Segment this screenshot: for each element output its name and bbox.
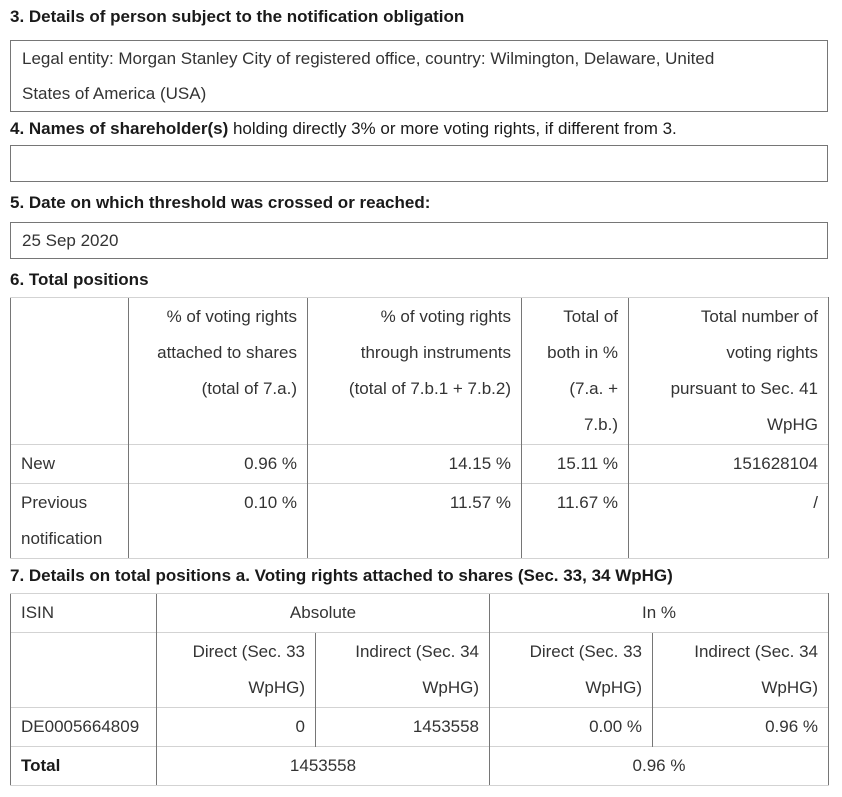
- col-header-voting-rights-shares: % of voting rights attached to shares (t…: [128, 297, 308, 445]
- table-row-total: Total 1453558 0.96 %: [10, 746, 830, 786]
- sub-header-indirect-absolute: Indirect (Sec. 34 WpHG): [314, 632, 490, 708]
- row-label-previous-notification: Previous notification: [10, 483, 129, 559]
- details-positions-table: ISIN Absolute In % Direct (Sec. 33 WpHG)…: [10, 593, 830, 786]
- section4-heading: 4. Names of shareholder(s) holding direc…: [10, 120, 828, 138]
- details-group-header-row: ISIN Absolute In %: [10, 593, 830, 633]
- corner-cell: [10, 297, 129, 445]
- table-row-new: New 0.96 % 14.15 % 15.11 % 151628104: [10, 444, 829, 484]
- section6-heading: 6. Total positions: [10, 270, 149, 289]
- row-label-total: Total: [10, 746, 157, 786]
- voting-rights-notification-document: 3. Details of person subject to the noti…: [10, 7, 830, 786]
- total-positions-header-row: % of voting rights attached to shares (t…: [10, 297, 829, 445]
- details-sub-header-row: Direct (Sec. 33 WpHG) Indirect (Sec. 34 …: [10, 632, 830, 708]
- cell-prev-total-voting-rights: /: [628, 483, 829, 559]
- cell-new-total-voting-rights: 151628104: [628, 444, 829, 484]
- cell-isin: DE0005664809: [10, 707, 157, 747]
- table-row-previous-notification: Previous notification 0.10 % 11.57 % 11.…: [10, 483, 829, 559]
- section7-heading: 7. Details on total positions a. Voting …: [10, 566, 673, 585]
- total-positions-table: % of voting rights attached to shares (t…: [10, 297, 829, 559]
- isin-header-cell: ISIN: [10, 593, 157, 633]
- cell-prev-shares-pct: 0.10 %: [128, 483, 308, 559]
- group-header-absolute: Absolute: [155, 593, 490, 633]
- table-row-isin: DE0005664809 0 1453558 0.00 % 0.96 %: [10, 707, 830, 747]
- col-header-total-number: Total number of voting rights pursuant t…: [628, 297, 829, 445]
- cell-new-shares-pct: 0.96 %: [128, 444, 308, 484]
- cell-new-instruments-pct: 14.15 %: [307, 444, 522, 484]
- threshold-date-text: 25 Sep 2020: [22, 231, 119, 250]
- sub-header-empty: [10, 632, 157, 708]
- section4-heading-bold: 4. Names of shareholder(s): [10, 119, 229, 138]
- cell-direct-absolute: 0: [156, 707, 316, 747]
- col-header-total-both: Total of both in % (7.a. + 7.b.): [521, 297, 629, 445]
- cell-prev-instruments-pct: 11.57 %: [307, 483, 522, 559]
- section5-heading: 5. Date on which threshold was crossed o…: [10, 193, 431, 212]
- sub-header-direct-absolute: Direct (Sec. 33 WpHG): [156, 632, 316, 708]
- section5-date-box: 25 Sep 2020: [10, 222, 828, 259]
- section3-legal-entity-box: Legal entity: Morgan Stanley City of reg…: [10, 40, 828, 112]
- row-label-new: New: [10, 444, 129, 484]
- sub-header-indirect-percent: Indirect (Sec. 34 WpHG): [652, 632, 830, 708]
- group-header-in-percent: In %: [489, 593, 830, 633]
- cell-prev-total-pct: 11.67 %: [521, 483, 629, 559]
- cell-total-absolute: 1453558: [155, 746, 490, 786]
- legal-entity-text: Legal entity: Morgan Stanley City of reg…: [22, 49, 715, 103]
- cell-new-total-pct: 15.11 %: [521, 444, 629, 484]
- cell-indirect-absolute: 1453558: [314, 707, 490, 747]
- cell-direct-percent: 0.00 %: [489, 707, 653, 747]
- section4-heading-rest: holding directly 3% or more voting right…: [228, 119, 677, 138]
- cell-indirect-percent: 0.96 %: [652, 707, 830, 747]
- cell-total-percent: 0.96 %: [489, 746, 830, 786]
- sub-header-direct-percent: Direct (Sec. 33 WpHG): [489, 632, 653, 708]
- section4-shareholders-box: [10, 145, 828, 182]
- section3-heading: 3. Details of person subject to the noti…: [10, 7, 465, 26]
- col-header-voting-rights-instruments: % of voting rights through instruments (…: [307, 297, 522, 445]
